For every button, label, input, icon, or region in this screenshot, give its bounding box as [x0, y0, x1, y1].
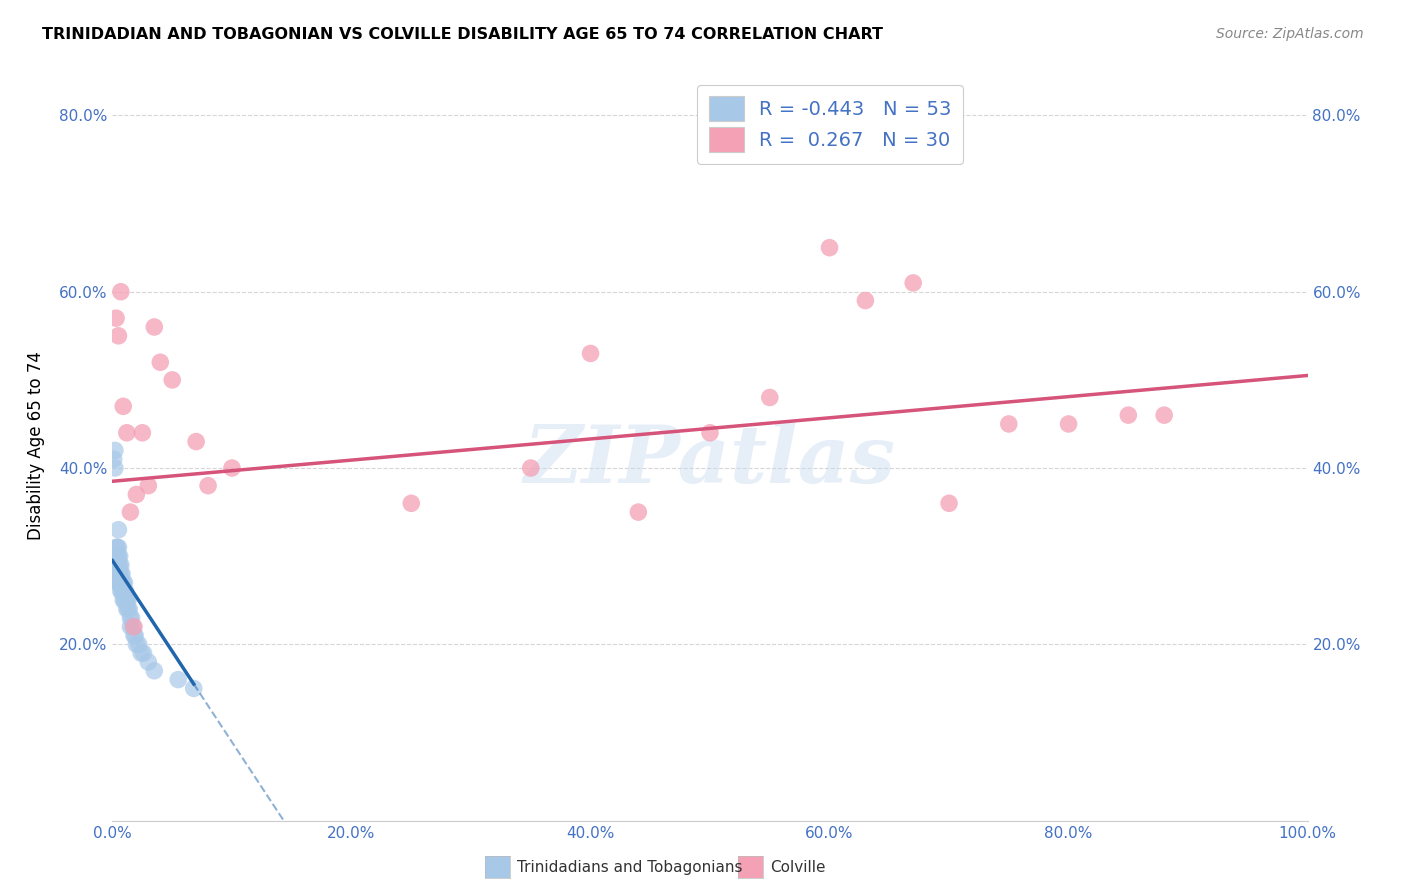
- Point: [110, 566, 132, 581]
- Point: [111, 566, 134, 581]
- Point: [120, 620, 142, 634]
- Point: [105, 549, 128, 564]
- Point: [112, 575, 135, 590]
- Text: Source: ZipAtlas.com: Source: ZipAtlas.com: [1216, 27, 1364, 41]
- Point: [1057, 417, 1080, 431]
- Point: [120, 505, 142, 519]
- Point: [627, 505, 650, 519]
- Point: [759, 391, 782, 405]
- Point: [138, 655, 160, 669]
- Point: [115, 602, 138, 616]
- Point: [122, 628, 145, 642]
- Point: [112, 584, 135, 599]
- Point: [114, 584, 135, 599]
- Point: [115, 593, 138, 607]
- Point: [107, 575, 129, 590]
- Point: [108, 558, 131, 572]
- Y-axis label: Disability Age 65 to 74: Disability Age 65 to 74: [27, 351, 45, 541]
- Point: [105, 558, 128, 572]
- Point: [107, 549, 129, 564]
- Point: [143, 320, 166, 334]
- Point: [117, 602, 139, 616]
- Point: [111, 584, 134, 599]
- Point: [108, 549, 131, 564]
- Point: [121, 620, 143, 634]
- Point: [114, 593, 136, 607]
- Point: [143, 664, 166, 678]
- Point: [105, 541, 128, 555]
- Point: [108, 566, 131, 581]
- Point: [138, 478, 160, 492]
- Point: [1118, 408, 1140, 422]
- Point: [122, 620, 145, 634]
- Point: [110, 558, 132, 572]
- Point: [107, 541, 129, 555]
- Point: [401, 496, 423, 510]
- Point: [128, 637, 150, 651]
- Point: [186, 434, 208, 449]
- Text: Colville: Colville: [770, 861, 825, 875]
- Point: [149, 355, 172, 369]
- Point: [1153, 408, 1175, 422]
- Legend: R = -0.443   N = 53, R =  0.267   N = 30: R = -0.443 N = 53, R = 0.267 N = 30: [697, 85, 963, 164]
- Point: [938, 496, 960, 510]
- Point: [114, 584, 136, 599]
- Point: [104, 461, 127, 475]
- Text: ZIPatlas: ZIPatlas: [524, 422, 896, 500]
- Point: [124, 628, 146, 642]
- Point: [162, 373, 183, 387]
- Point: [105, 566, 128, 581]
- Point: [110, 575, 132, 590]
- Point: [132, 646, 155, 660]
- Point: [108, 575, 131, 590]
- Point: [105, 575, 128, 590]
- Point: [110, 285, 132, 299]
- Point: [112, 400, 135, 414]
- Point: [112, 593, 135, 607]
- Text: Trinidadians and Tobagonians: Trinidadians and Tobagonians: [517, 861, 742, 875]
- Text: TRINIDADIAN AND TOBAGONIAN VS COLVILLE DISABILITY AGE 65 TO 74 CORRELATION CHART: TRINIDADIAN AND TOBAGONIAN VS COLVILLE D…: [42, 27, 883, 42]
- Point: [903, 276, 925, 290]
- Point: [699, 425, 721, 440]
- Point: [579, 346, 602, 360]
- Point: [131, 425, 153, 440]
- Point: [125, 487, 148, 501]
- Point: [197, 478, 219, 492]
- Point: [121, 611, 143, 625]
- Point: [111, 575, 134, 590]
- Point: [129, 646, 152, 660]
- Point: [855, 293, 877, 308]
- Point: [115, 425, 138, 440]
- Point: [120, 611, 142, 625]
- Point: [118, 602, 141, 616]
- Point: [107, 523, 129, 537]
- Point: [167, 673, 190, 687]
- Point: [105, 311, 128, 326]
- Point: [107, 558, 129, 572]
- Point: [117, 593, 139, 607]
- Point: [221, 461, 243, 475]
- Point: [114, 593, 135, 607]
- Point: [183, 681, 205, 696]
- Point: [104, 443, 127, 458]
- Point: [110, 584, 132, 599]
- Point: [125, 637, 148, 651]
- Point: [103, 452, 125, 467]
- Point: [105, 541, 128, 555]
- Point: [105, 566, 128, 581]
- Point: [818, 241, 841, 255]
- Point: [107, 328, 129, 343]
- Point: [114, 575, 135, 590]
- Point: [998, 417, 1021, 431]
- Point: [520, 461, 543, 475]
